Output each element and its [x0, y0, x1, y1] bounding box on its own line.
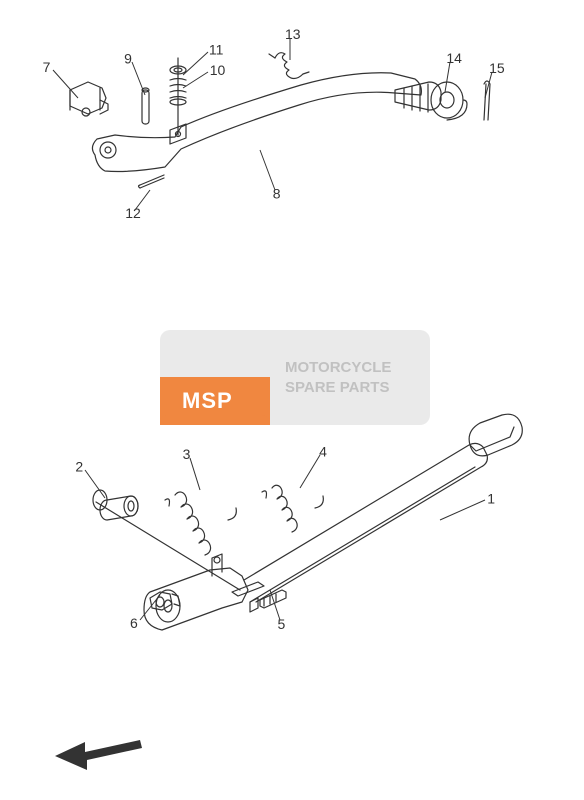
part-12-pin	[139, 175, 165, 188]
callout-label-6: 6	[130, 615, 138, 631]
part-7-bracket	[70, 82, 108, 116]
top-assembly	[70, 53, 490, 188]
callout-label-5: 5	[278, 616, 286, 632]
callout-8: 8	[260, 150, 281, 202]
callout-7: 7	[43, 59, 78, 98]
part-8-pedal-rubber	[395, 82, 441, 112]
callout-3: 3	[183, 446, 200, 490]
callout-layer: 7 9 11 10 13 14 15 8 12 2 3 4 5 6 1	[43, 26, 505, 632]
callout-label-11: 11	[209, 41, 224, 57]
callout-10: 10	[183, 62, 226, 88]
watermark: MSP MOTORCYCLE SPARE PARTS	[160, 330, 430, 426]
part-3-spring	[165, 492, 236, 555]
watermark-line1: MOTORCYCLE	[285, 359, 391, 376]
callout-label-10: 10	[210, 62, 226, 78]
part-14-washer	[431, 82, 467, 120]
watermark-logo-text: MSP	[182, 388, 233, 413]
part-5-bolt	[250, 590, 286, 612]
callout-label-12: 12	[125, 205, 141, 221]
callout-label-13: 13	[285, 26, 301, 42]
callout-label-15: 15	[489, 60, 505, 76]
watermark-line2: SPARE PARTS	[285, 379, 389, 396]
callout-label-7: 7	[43, 59, 51, 75]
callout-14: 14	[445, 50, 462, 92]
callout-15: 15	[485, 60, 505, 98]
callout-label-4: 4	[319, 444, 327, 460]
callout-label-8: 8	[273, 186, 281, 202]
part-1-side-stand	[144, 414, 522, 630]
callout-9: 9	[124, 50, 145, 95]
callout-label-14: 14	[446, 50, 462, 66]
callout-label-1: 1	[487, 490, 495, 506]
callout-2: 2	[75, 459, 105, 498]
part-9-pin	[142, 88, 149, 124]
part-4-spring	[262, 485, 323, 532]
callout-5: 5	[270, 590, 286, 632]
callout-12: 12	[125, 190, 150, 221]
part-13-spring	[269, 53, 309, 79]
callout-label-3: 3	[183, 446, 191, 462]
part-15-cotter-pin	[484, 81, 490, 120]
front-arrow	[55, 740, 142, 770]
callout-label-2: 2	[75, 459, 83, 475]
callout-label-9: 9	[124, 50, 132, 66]
callout-1: 1	[440, 490, 495, 520]
callout-13: 13	[285, 26, 301, 60]
callout-4: 4	[300, 444, 327, 488]
parts-diagram: MSP MOTORCYCLE SPARE PARTS	[0, 0, 584, 800]
part-2-spacer	[93, 490, 138, 520]
